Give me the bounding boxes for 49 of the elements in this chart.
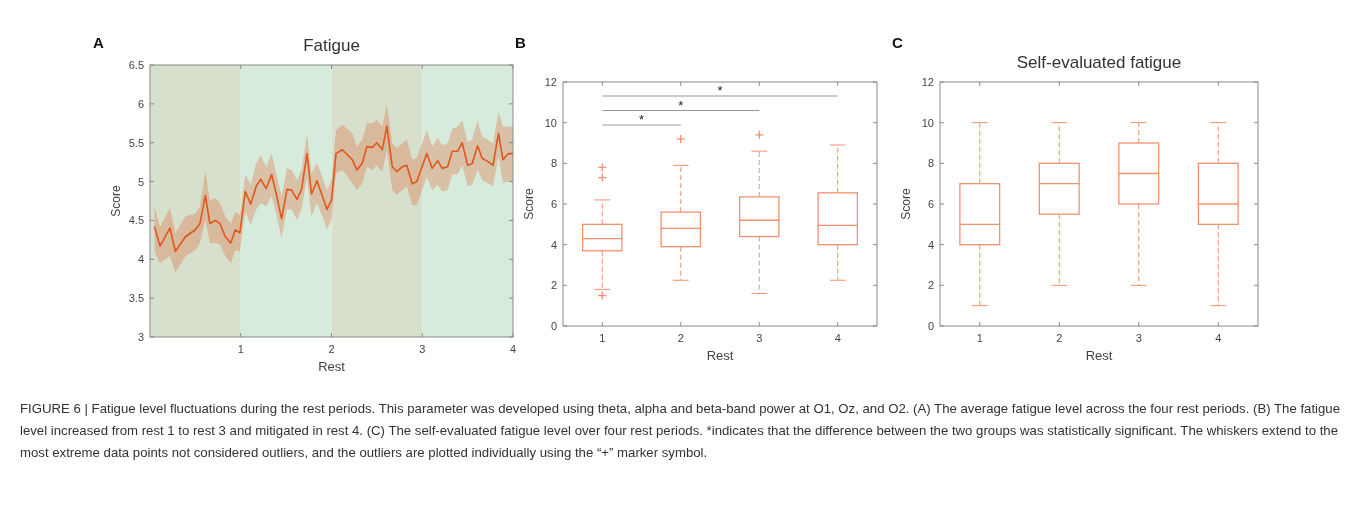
x-axis-title: Rest [706,348,734,363]
y-tick-label: 12 [544,76,557,88]
y-tick-label: 2 [550,279,557,292]
y-tick-label: 0 [550,320,557,332]
y-tick-label: 6 [137,97,144,110]
x-tick-label: 2 [677,332,684,344]
annotation: * [717,83,723,98]
x-axis-title: Rest [1085,348,1113,363]
annotation: * [678,97,684,113]
x-tick-label: 2 [1056,332,1063,344]
y-tick-label: 0 [927,320,934,332]
y-tick-label: 2 [927,279,934,292]
x-axis-title: Rest [318,359,346,374]
y-tick-label: 5.5 [128,136,144,149]
y-tick-label: 4 [137,253,144,266]
text: A [93,34,104,51]
y-tick-label: 12 [921,76,934,88]
y-axis-title: Score [899,188,913,220]
x-tick-label: 2 [328,343,335,355]
y-tick-label: 5 [137,175,144,188]
y-tick-label: 8 [927,157,934,170]
text: C [892,34,903,51]
chart-title: Fatigue [303,36,360,55]
y-tick-label: 4 [550,238,557,251]
x-tick-label: 3 [1135,332,1142,344]
y-tick-label: 6 [550,198,557,210]
x-tick-label: 3 [756,332,763,344]
x-tick-label: 4 [1215,332,1222,344]
x-tick-label: 3 [419,343,426,355]
y-tick-label: 6 [927,198,934,210]
x-tick-label: 4 [834,332,841,344]
y-tick-label: 8 [550,157,557,170]
x-tick-label: 4 [509,343,517,355]
y-tick-label: 10 [544,116,557,129]
text: B [515,34,526,51]
y-axis-title: Score [522,188,536,220]
y-tick-label: 4 [927,238,934,251]
y-tick-label: 6.5 [128,59,144,71]
annotation: * [638,112,645,127]
y-axis-title: Score [109,185,123,217]
y-tick-label: 10 [921,116,934,129]
caption: FIGURE 6 | Fatigue level fluctuations during the rest periods. This parameter was developed using theta, alpha and beta-band power at O1, Oz, and O2. (A) The average fatigue level across the four rest periods. (B) The fatigue level increased from rest 1 to rest 3 and mitigated in rest 4. (C) The self-evaluated fatigue level over four rest periods. *indicates that the difference between the two groups was statistically significant. The whiskers extend to the most extreme data points not considered outliers, and the outliers are plotted individually using the “+” marker symbol. [20,400,1340,462]
x-tick-label: 1 [237,343,244,355]
x-tick-label: 1 [599,332,606,344]
y-tick-label: 3.5 [128,292,144,305]
x-tick-label: 1 [976,332,983,344]
line-series [153,125,514,253]
chart-title: Self-evaluated fatigue [1016,53,1182,72]
y-tick-label: 4.5 [128,214,144,227]
